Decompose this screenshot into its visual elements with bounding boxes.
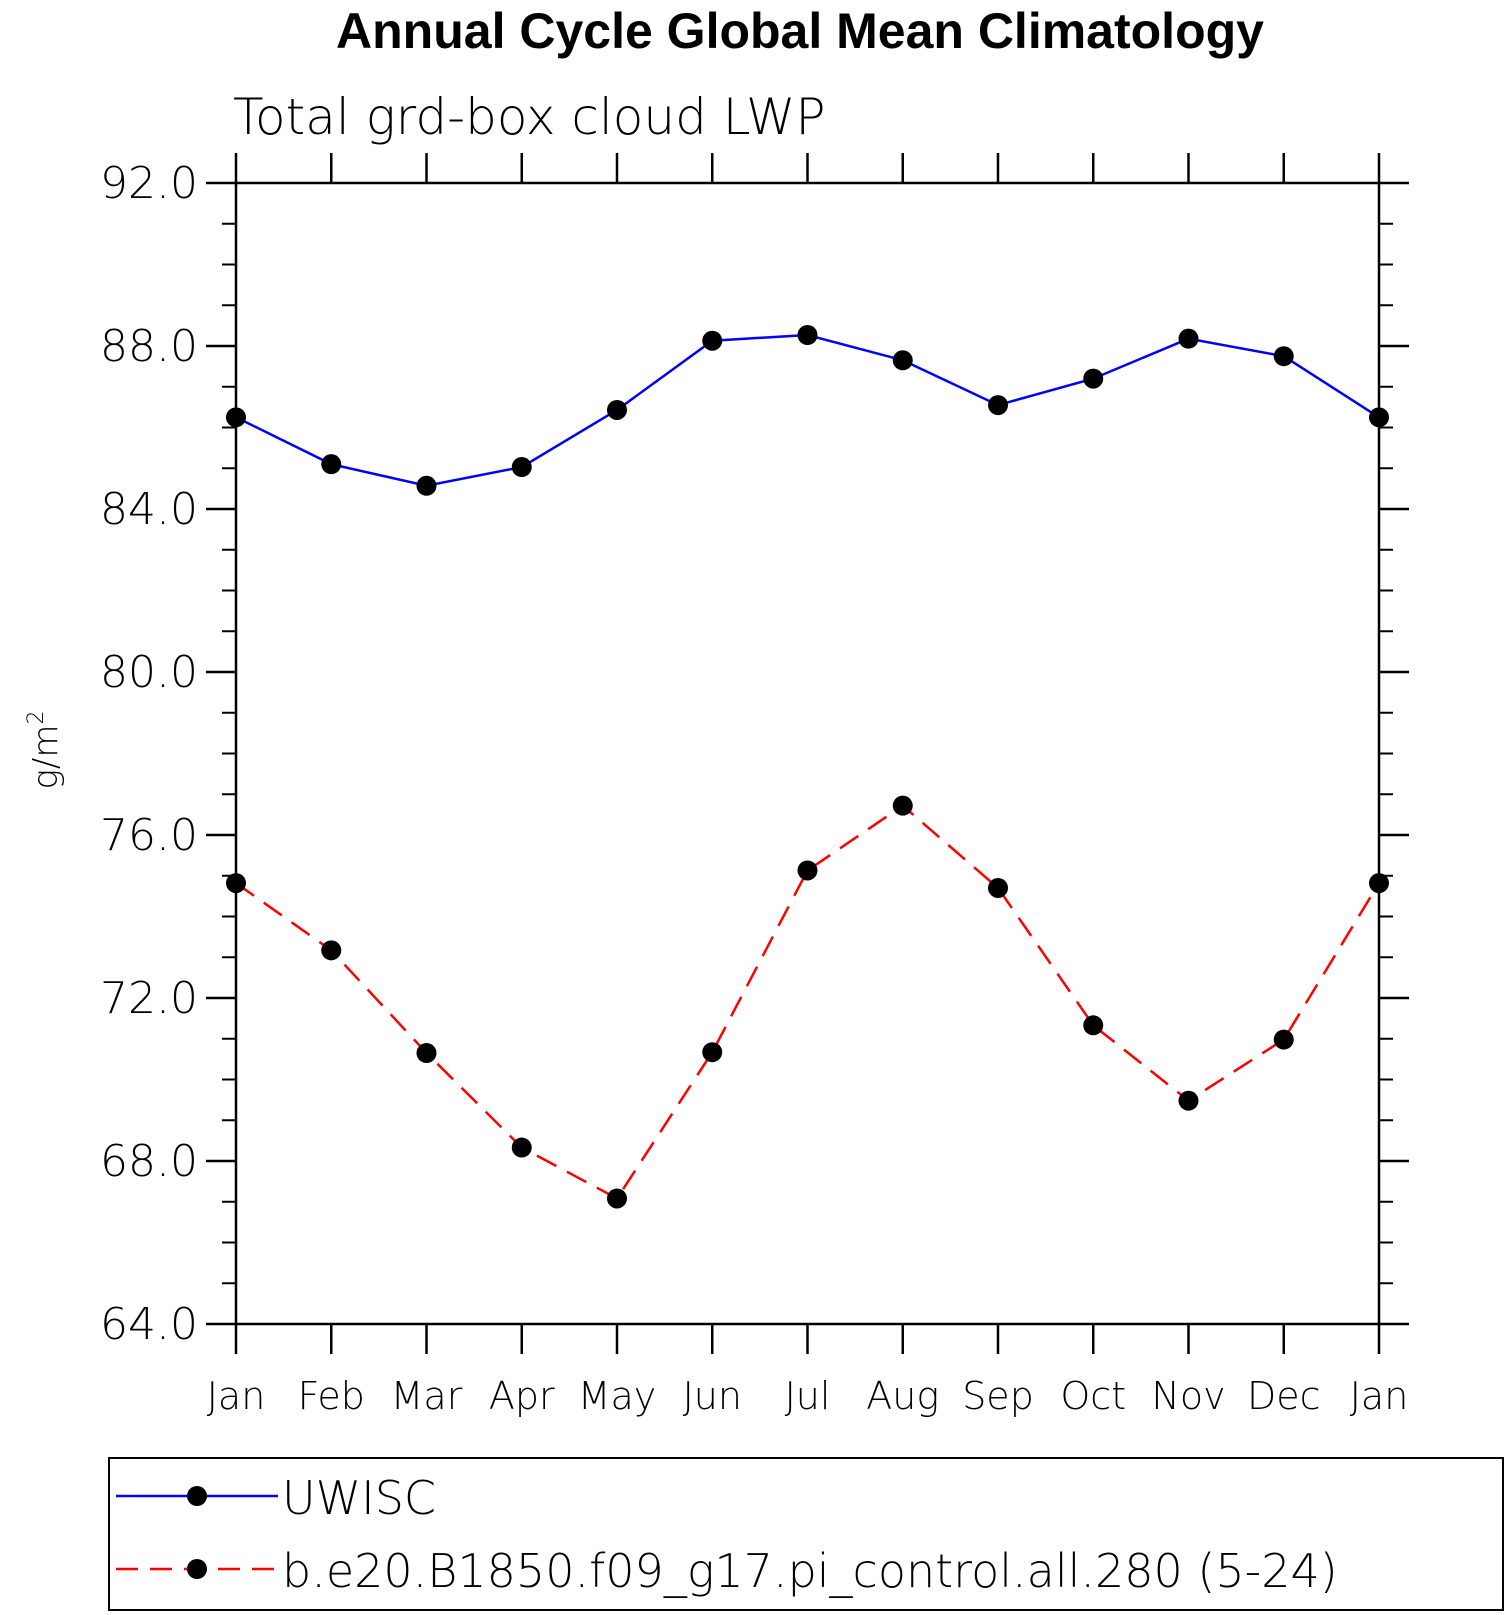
x-tick-label: Oct: [1060, 1374, 1126, 1418]
y-tick-label: 76.0: [100, 810, 198, 861]
series-line: [235, 333, 1380, 488]
series-layer: [226, 324, 1389, 1209]
x-tick-label: Feb: [298, 1374, 365, 1418]
x-tick-label: Nov: [1151, 1374, 1225, 1418]
y-axis-label-unit: g/m: [26, 725, 66, 790]
x-tick-label: Apr: [489, 1374, 555, 1418]
data-point: [1083, 1015, 1104, 1036]
data-point: [607, 399, 627, 420]
data-point: [797, 324, 818, 345]
series-1: [226, 324, 1389, 496]
data-point: [1273, 346, 1294, 367]
plot-frame: [234, 181, 1381, 1326]
data-point: [702, 1042, 723, 1063]
y-axis-label-exponent: 2: [24, 711, 49, 725]
data-point: [1369, 873, 1389, 894]
legend-swatch-marker: [187, 1486, 207, 1506]
legend-swatch-marker: [187, 1559, 207, 1579]
y-tick-label: 88.0: [100, 321, 198, 372]
x-tick-label: Jun: [683, 1374, 742, 1418]
y-tick-label: 84.0: [100, 484, 198, 535]
data-point: [1083, 368, 1104, 389]
data-point: [797, 860, 818, 881]
legend-label: b.e20.B1850.f09_g17.pi_control.all.280 (…: [282, 1544, 1338, 1598]
data-point: [511, 457, 532, 478]
data-point: [416, 475, 437, 496]
data-point: [321, 454, 342, 475]
data-point: [226, 407, 246, 428]
data-point: [892, 350, 913, 371]
chart-subtitle: Total grd-box cloud LWP: [233, 88, 826, 146]
x-tick-label: Sep: [962, 1374, 1034, 1418]
data-point: [1273, 1029, 1294, 1050]
y-tick-label: 92.0: [100, 158, 198, 209]
y-tick-label: 64.0: [100, 1299, 198, 1350]
y-tick-label: 68.0: [100, 1136, 198, 1187]
x-tick-label: Mar: [391, 1374, 463, 1418]
data-point: [1178, 328, 1199, 349]
data-point: [988, 877, 1008, 898]
data-point: [226, 873, 246, 894]
data-point: [607, 1188, 627, 1209]
data-point: [1178, 1090, 1199, 1111]
data-point: [1369, 407, 1389, 428]
y-tick-label: 72.0: [100, 973, 198, 1024]
data-point: [892, 795, 913, 816]
data-point: [988, 395, 1008, 416]
legend-box: [108, 1457, 1504, 1611]
x-tick-label: May: [578, 1374, 657, 1418]
x-tick-label: Aug: [866, 1374, 939, 1418]
x-tick-label: Jan: [1350, 1374, 1409, 1418]
legend-label: UWISC: [282, 1471, 436, 1525]
data-point: [511, 1137, 532, 1158]
x-tick-label: Dec: [1247, 1374, 1321, 1418]
series-2: [226, 795, 1389, 1209]
legend: UWISC b.e20.B1850.f09_g17.pi_control.all.…: [108, 1457, 1504, 1611]
data-point: [321, 940, 342, 961]
y-axis-label: g/m2: [24, 711, 66, 790]
x-tick-label: Jan: [207, 1374, 266, 1418]
x-tick-label: Jul: [785, 1374, 831, 1418]
y-tick-label: 80.0: [100, 647, 198, 698]
plot-axes: 64.0 68.0 72.0 76.0 80.0 84.0 88.0 92.0 Jan Feb Ma…: [100, 153, 1409, 1418]
chart-title: Annual Cycle Global Mean Climatology: [336, 3, 1264, 59]
data-point: [702, 330, 723, 351]
data-point: [416, 1043, 437, 1064]
